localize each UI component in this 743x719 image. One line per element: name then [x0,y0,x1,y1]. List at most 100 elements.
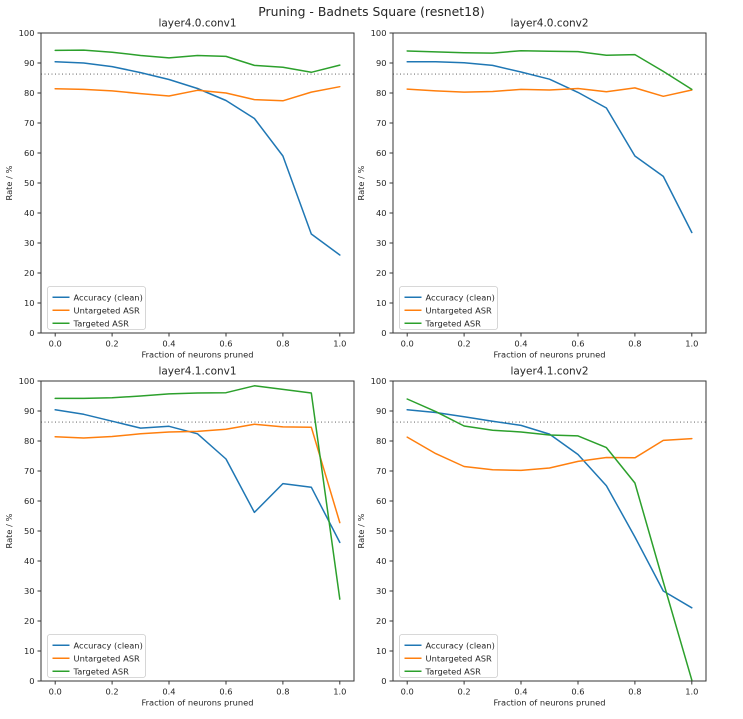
y-tick-label: 30 [24,586,35,596]
x-tick-label: 0.4 [514,339,527,349]
y-tick-label: 60 [376,148,387,158]
x-tick-label: 1.0 [333,339,346,349]
y-tick-label: 80 [376,436,387,446]
legend-label: Untargeted ASR [426,305,493,315]
x-tick-label: 0.2 [105,339,118,349]
accuracy-clean-line [54,61,341,256]
y-tick-label: 20 [24,616,35,626]
y-tick-label: 30 [376,586,387,596]
x-tick-label: 0.0 [49,687,62,697]
x-tick-label: 0.4 [162,339,175,349]
legend-label: Untargeted ASR [426,653,493,663]
y-tick-label: 10 [376,298,387,308]
legend-label: Accuracy (clean) [426,640,495,650]
legend-label: Accuracy (clean) [74,292,143,302]
x-tick-label: 0.6 [219,687,232,697]
untargeted-asr-line [54,423,341,524]
y-tick-label: 90 [24,58,35,68]
y-tick-label: 70 [376,466,387,476]
y-tick-label: 100 [19,28,35,38]
subplot-layer4-0-conv2: 0.0 0.2 0.4 0.6 0.8 1.0 0 10 20 30 40 50 60 70 80 90 100… [356,18,707,360]
legend-label: Accuracy (clean) [426,292,495,302]
subplot-title: layer4.0.conv1 [158,18,236,30]
y-tick-label: 80 [376,88,387,98]
targeted-asr-line [54,49,341,74]
y-tick-label: 10 [376,646,387,656]
x-axis-label: Fraction of neurons pruned [493,350,605,360]
y-tick-label: 40 [24,208,35,218]
y-tick-label: 100 [19,376,35,386]
legend-label: Targeted ASR [73,666,130,676]
x-tick-label: 0.2 [105,687,118,697]
x-tick-label: 0.4 [514,687,527,697]
y-tick-label: 90 [24,406,35,416]
untargeted-asr-line [406,436,693,472]
x-tick-label: 0.6 [219,339,232,349]
x-tick-label: 0.8 [276,339,289,349]
x-tick-label: 0.2 [457,687,470,697]
y-tick-label: 90 [376,58,387,68]
y-tick-label: 50 [376,178,387,188]
y-tick-label: 40 [376,556,387,566]
y-axis-label: Rate / % [356,513,366,548]
y-tick-label: 40 [24,556,35,566]
y-tick-label: 20 [24,268,35,278]
x-tick-label: 0.0 [401,339,414,349]
y-tick-label: 70 [376,118,387,128]
accuracy-clean-line [54,409,341,544]
legend-box [399,286,498,330]
x-tick-label: 0.4 [162,687,175,697]
y-tick-label: 40 [376,208,387,218]
y-tick-label: 50 [376,526,387,536]
x-tick-label: 0.0 [401,687,414,697]
legend-box [399,634,498,678]
legend-label: Untargeted ASR [74,305,141,315]
targeted-asr-line [406,398,693,681]
untargeted-asr-line [406,87,693,98]
x-tick-label: 0.0 [49,339,62,349]
x-tick-label: 1.0 [685,687,698,697]
accuracy-clean-line [406,409,693,609]
y-tick-label: 50 [24,178,35,188]
y-tick-label: 100 [371,376,387,386]
x-tick-label: 1.0 [333,687,346,697]
legend-label: Targeted ASR [73,318,130,328]
y-tick-label: 20 [376,268,387,278]
x-tick-label: 0.6 [571,339,584,349]
legend-label: Untargeted ASR [74,653,141,663]
y-tick-label: 70 [24,118,35,128]
y-axis-label: Rate / % [4,513,14,548]
subplot-layer4-1-conv1: 0.0 0.2 0.4 0.6 0.8 1.0 0 10 20 30 40 50 60 70 80 90 100… [4,366,355,708]
legend-label: Targeted ASR [425,318,482,328]
subplot-title: layer4.1.conv1 [158,366,236,378]
y-tick-label: 50 [24,526,35,536]
y-tick-label: 80 [24,436,35,446]
x-tick-label: 0.8 [628,339,641,349]
y-tick-label: 0 [381,328,386,338]
subplot-title: layer4.1.conv2 [510,366,588,378]
y-axis-label: Rate / % [4,165,14,200]
y-tick-label: 70 [24,466,35,476]
x-axis-label: Fraction of neurons pruned [141,698,253,708]
legend-label: Targeted ASR [425,666,482,676]
legend-label: Accuracy (clean) [74,640,143,650]
y-tick-label: 0 [29,676,34,686]
y-axis-label: Rate / % [356,165,366,200]
legend-box [47,286,146,330]
accuracy-clean-line [406,61,693,234]
y-tick-label: 10 [24,298,35,308]
targeted-asr-line [406,49,693,91]
y-tick-label: 0 [29,328,34,338]
x-tick-label: 0.8 [628,687,641,697]
y-tick-label: 100 [371,28,387,38]
y-tick-label: 30 [376,238,387,248]
x-axis-label: Fraction of neurons pruned [493,698,605,708]
y-tick-label: 60 [24,148,35,158]
y-tick-label: 0 [381,676,386,686]
x-axis-label: Fraction of neurons pruned [141,350,253,360]
x-tick-label: 1.0 [685,339,698,349]
y-tick-label: 90 [376,406,387,416]
y-tick-label: 60 [24,496,35,506]
